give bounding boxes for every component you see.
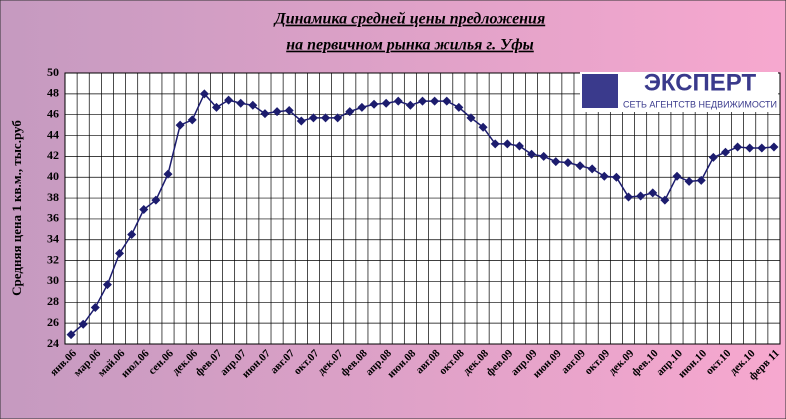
point-marker [78,319,88,329]
point-marker [199,89,209,99]
y-tick-label: 42 [47,148,59,162]
point-marker [393,96,403,106]
point-marker [236,98,246,108]
logo: ЭКСПЕРТ СЕТЬ АГЕНТСТВ НЕДВИЖИМОСТИ [580,69,778,112]
point-marker [696,175,706,185]
point-marker [139,205,149,215]
point-marker [90,303,100,313]
point-marker [563,158,573,168]
point-marker [769,142,779,152]
y-tick-label: 24 [47,336,59,350]
point-marker [636,191,646,201]
y-tick-label: 28 [47,294,59,308]
point-marker [442,96,452,106]
plot-area [64,72,781,345]
y-tick-label: 48 [47,86,59,100]
point-marker [151,195,161,205]
point-marker [575,161,585,171]
y-tick-label: 32 [47,252,59,266]
y-tick-label: 46 [47,106,59,120]
point-marker [260,109,270,119]
point-marker [248,100,258,110]
point-marker [127,230,137,240]
chart-title: на первичном рынка жилья г. Уфы [286,37,534,54]
y-tick-label: 36 [47,211,59,225]
point-marker [175,120,185,130]
logo-title: ЭКСПЕРТ [644,69,757,96]
logo-subtitle: СЕТЬ АГЕНТСТВ НЕДВИЖИМОСТИ [623,99,777,109]
point-marker [369,99,379,109]
point-marker [115,248,125,258]
point-marker [745,143,755,153]
point-marker [648,188,658,198]
point-marker [333,113,343,123]
point-marker [357,102,367,112]
y-tick-label: 38 [47,190,59,204]
chart-title: Динамика средней цены предложения [273,11,545,28]
point-marker [708,152,718,162]
point-marker [296,116,306,126]
point-marker [272,107,282,117]
point-marker [733,142,743,152]
point-marker [527,149,537,159]
point-marker [66,330,76,340]
y-axis-label: Средняя цена 1 кв.м., тыс.руб [9,120,24,296]
y-tick-label: 44 [47,127,59,141]
point-marker [490,139,500,149]
point-marker [551,157,561,167]
point-marker [757,143,767,153]
point-marker [672,171,682,181]
point-marker [684,176,694,186]
point-marker [514,141,524,151]
point-marker [502,139,512,149]
point-marker [224,95,234,105]
y-tick-label: 40 [47,169,59,183]
point-marker [163,169,173,179]
point-marker [466,113,476,123]
point-marker [720,147,730,157]
point-marker [430,96,440,106]
point-marker [284,106,294,116]
logo-icon [582,74,618,108]
point-marker [660,195,670,205]
y-tick-label: 26 [47,315,59,329]
point-marker [405,100,415,110]
point-marker [308,113,318,123]
y-tick-label: 34 [47,232,59,246]
point-marker [102,280,112,290]
point-marker [611,172,621,182]
point-marker [418,96,427,106]
point-marker [454,102,464,112]
point-marker [587,164,597,174]
point-marker [539,151,549,161]
point-marker [381,98,391,108]
point-marker [478,122,488,132]
point-marker [321,113,331,123]
y-tick-label: 30 [47,273,59,287]
point-marker [211,102,221,112]
y-tick-label: 50 [47,65,59,79]
point-marker [624,192,634,202]
point-marker [345,107,355,117]
point-marker [599,171,609,181]
point-marker [187,115,197,125]
